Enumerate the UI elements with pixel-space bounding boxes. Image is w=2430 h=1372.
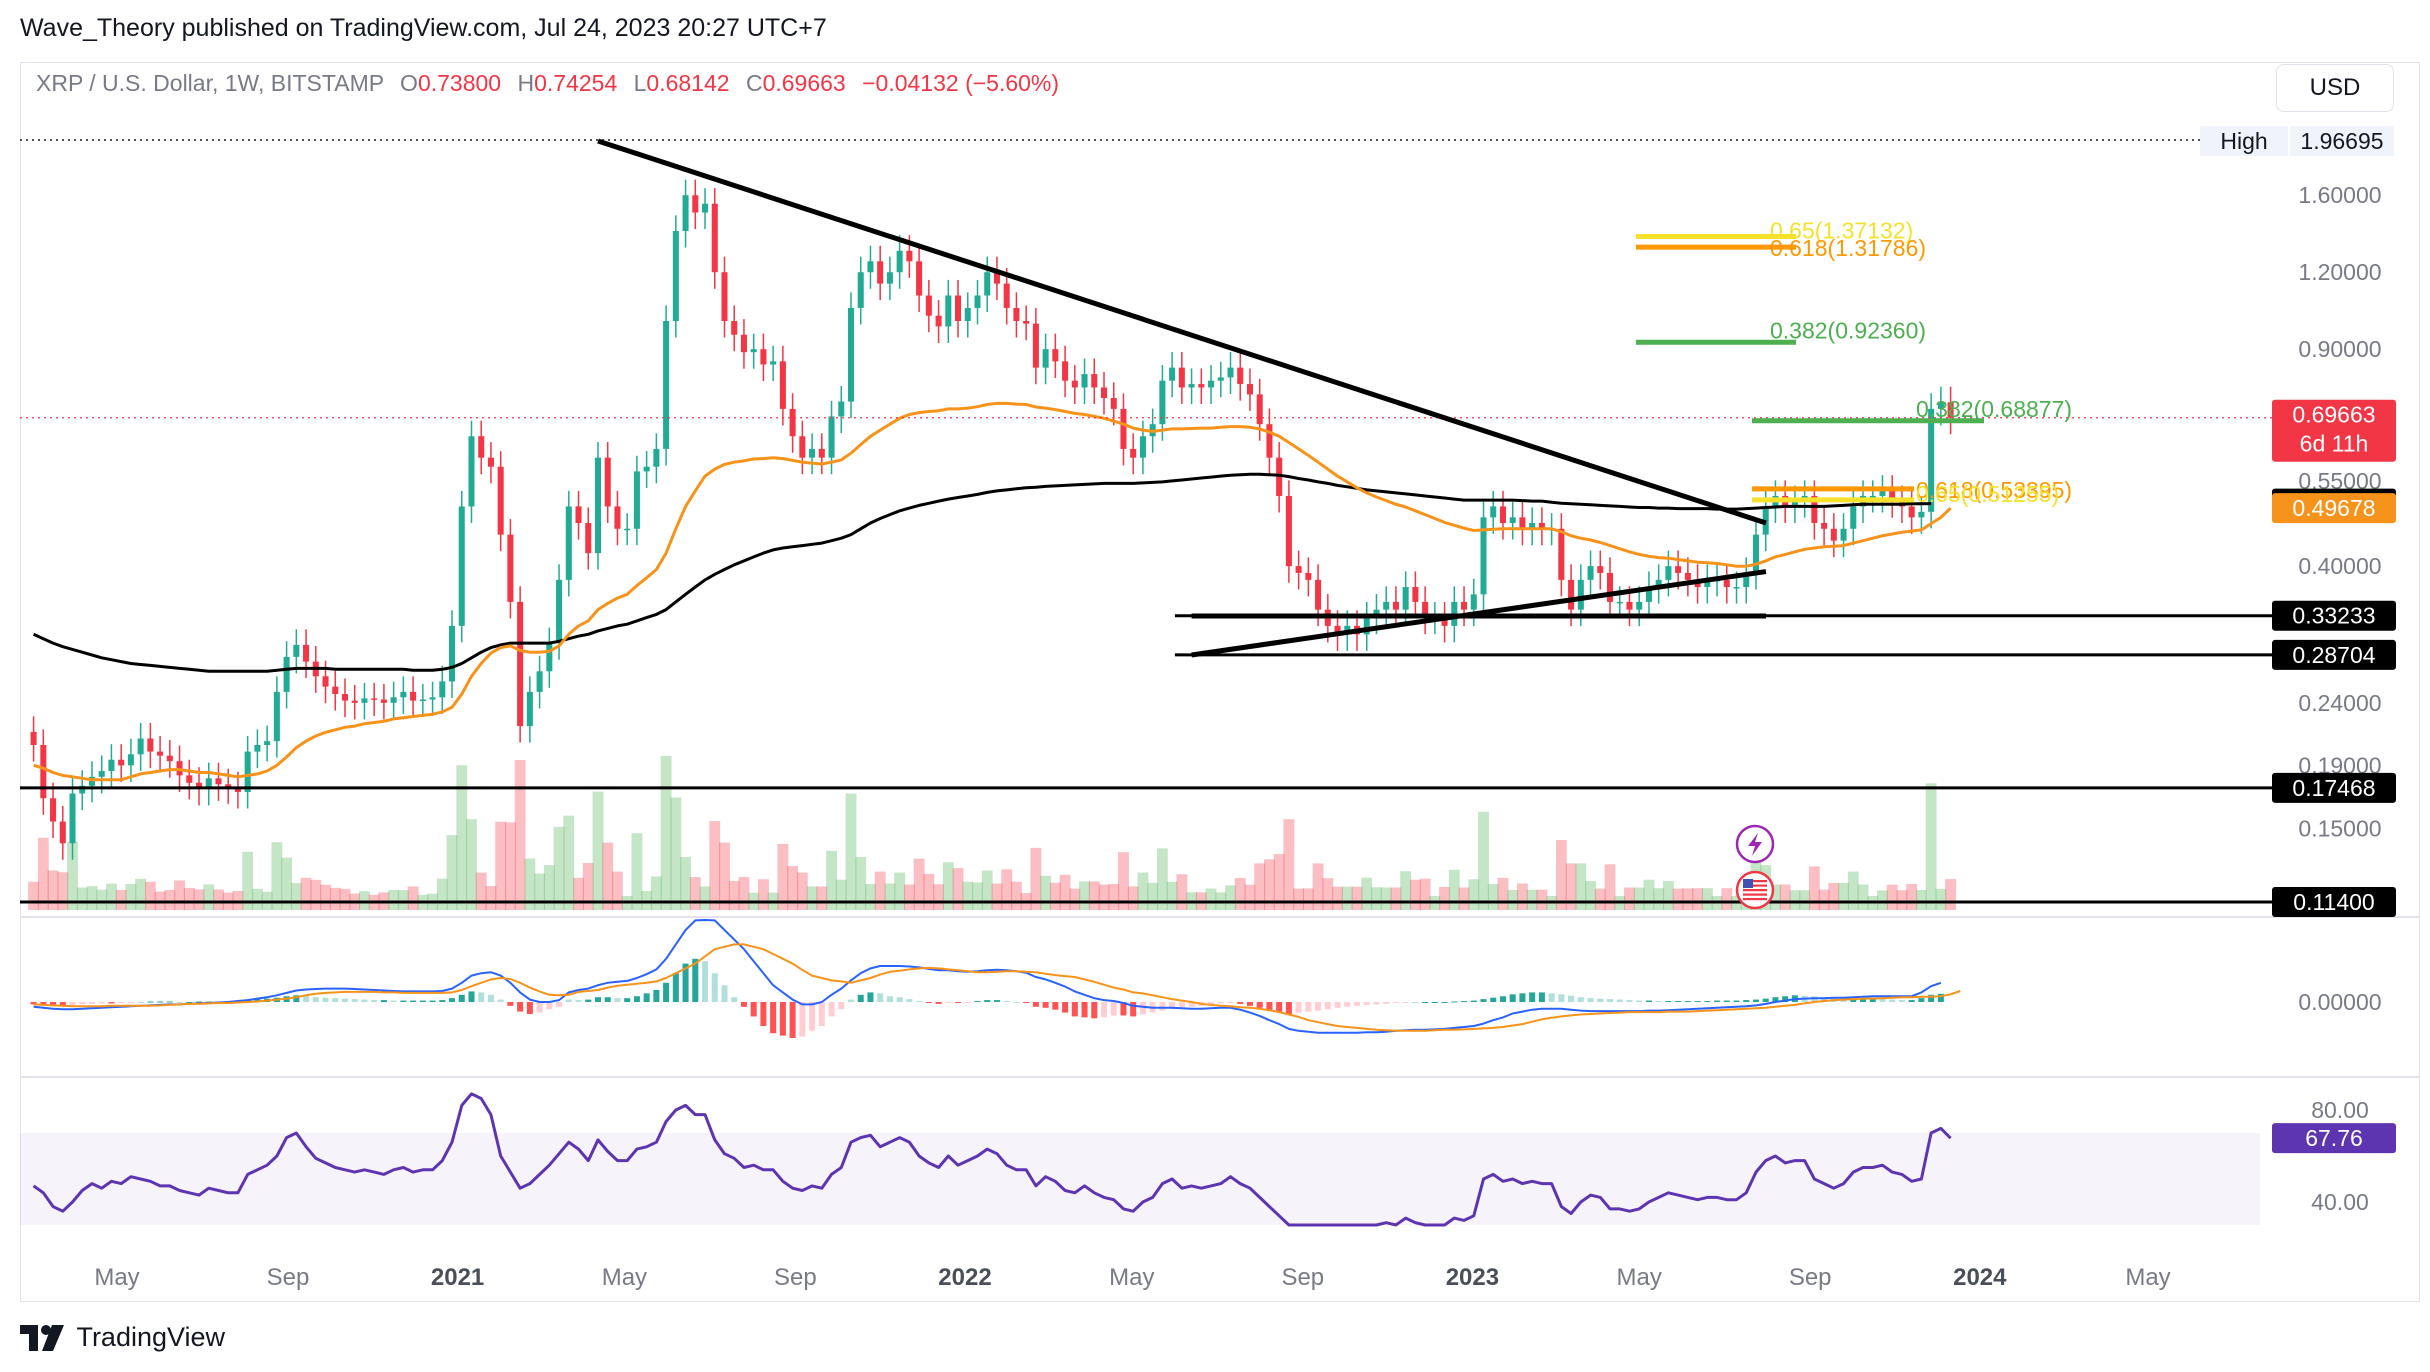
low-value: 0.68142 — [646, 70, 730, 96]
symbol-title[interactable]: XRP / U.S. Dollar, 1W, BITSTAMP — [36, 70, 384, 96]
tradingview-logo-icon[interactable] — [20, 1324, 64, 1351]
high-label: H — [517, 70, 535, 96]
published-caption: Wave_Theory published on TradingView.com… — [20, 14, 827, 42]
footer: TradingView — [20, 1322, 225, 1362]
footer-brand: TradingView — [76, 1322, 226, 1352]
open-value: 0.73800 — [417, 70, 502, 96]
low-label: L — [633, 70, 647, 96]
change-value: −0.04132 (−5.60%) — [862, 70, 1060, 96]
close-label: C — [745, 70, 763, 96]
currency-button[interactable]: USD — [2276, 64, 2394, 112]
top-bar: Wave_Theory published on TradingView.com… — [0, 0, 2430, 62]
symbol-legend: XRP / U.S. Dollar, 1W, BITSTAMP O0.73800… — [36, 70, 1059, 97]
chart-frame[interactable] — [20, 62, 2420, 1302]
high-value: 0.74254 — [534, 70, 618, 96]
open-label: O — [400, 70, 418, 96]
close-value: 0.69663 — [762, 70, 846, 96]
